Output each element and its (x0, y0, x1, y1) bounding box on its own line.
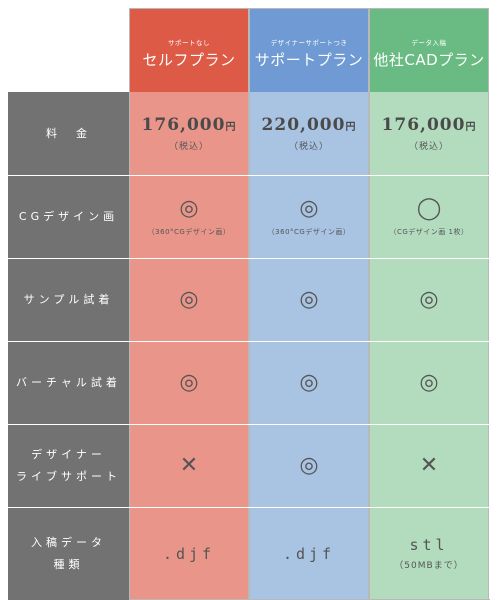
row-divider (8, 424, 490, 425)
virtual-cell-cad: ◎ (369, 341, 489, 424)
double-circle-icon: ◎ (419, 369, 439, 395)
plan-name: サポートプラン (254, 51, 364, 69)
row-divider (8, 341, 490, 342)
row-divider (8, 258, 490, 259)
format-cell-self: .djf (129, 508, 249, 599)
plan-header-self: サポートなし セルフプラン (129, 8, 249, 92)
price-cell-self: 176,000円 （税込） (129, 92, 249, 175)
double-circle-icon: ◎ (299, 195, 319, 221)
row-label-price: 料 金 (46, 126, 91, 140)
cg-cell-support: ◎ （360°CGデザイン画） (249, 175, 369, 258)
price-value: 176,000円 (141, 115, 237, 135)
sample-cell-self: ◎ (129, 258, 249, 341)
cg-cell-cad: ◯ （CGデザイン画 1枚） (369, 175, 489, 258)
price-cell-cad: 176,000円 （税込） (369, 92, 489, 175)
double-circle-icon: ◎ (179, 286, 199, 312)
column-cad-plan (369, 92, 489, 600)
plan-comparison-table: サポートなし セルフプラン デザイナーサポートつき サポートプラン データ入稿 … (8, 8, 490, 600)
designer-cell-self: ✕ (129, 424, 249, 507)
row-label-designer-support: デザイナー ライブサポート (8, 424, 129, 507)
plan-header-support: デザイナーサポートつき サポートプラン (249, 8, 369, 92)
format-cell-cad: stl （50MBまで） (369, 508, 489, 599)
format-value: .djf (282, 544, 336, 563)
header-blank-cell (8, 8, 129, 92)
row-label-line: 入稿データ (31, 535, 106, 549)
double-circle-icon: ◎ (299, 369, 319, 395)
cg-cell-self: ◎ （360°CGデザイン画） (129, 175, 249, 258)
virtual-cell-self: ◎ (129, 341, 249, 424)
row-label-line: デザイナー (31, 447, 106, 461)
format-cell-support: .djf (249, 508, 369, 599)
row-divider (8, 175, 490, 176)
double-circle-icon: ◎ (299, 286, 319, 312)
row-label-virtual-fitting: バーチャル試着 (16, 375, 121, 389)
circle-icon: ◯ (416, 195, 442, 221)
plan-header-cad: データ入稿 他社CADプラン (369, 8, 489, 92)
double-circle-icon: ◎ (179, 195, 199, 221)
tax-note: （税込） (288, 142, 329, 152)
row-label-line: 種類 (53, 557, 84, 571)
double-circle-icon: ◎ (419, 286, 439, 312)
cross-icon: ✕ (179, 452, 199, 478)
designer-cell-support: ◎ (249, 424, 369, 507)
tax-note: （税込） (168, 142, 209, 152)
double-circle-icon: ◎ (179, 369, 199, 395)
format-note: （50MBまで） (394, 561, 464, 571)
row-label-sample-fitting: サンプル試着 (23, 292, 114, 306)
virtual-cell-support: ◎ (249, 341, 369, 424)
cg-note: （CGデザイン画 1枚） (389, 227, 469, 236)
plan-subtitle: データ入稿 (411, 39, 447, 47)
plan-subtitle: デザイナーサポートつき (270, 39, 348, 47)
cross-icon: ✕ (419, 452, 439, 478)
row-label-line: ライブサポート (16, 469, 121, 483)
plan-subtitle: サポートなし (168, 39, 210, 47)
plan-name: セルフプラン (142, 51, 236, 69)
column-support-plan (249, 92, 369, 600)
cg-note: （360°CGデザイン画） (267, 227, 351, 236)
row-label-column (8, 92, 129, 600)
designer-cell-cad: ✕ (369, 424, 489, 507)
format-value: stl (409, 536, 449, 554)
price-cell-support: 220,000円 （税込） (249, 92, 369, 175)
row-label-cg-design: CGデザイン画 (18, 209, 119, 223)
column-self-plan (129, 92, 249, 600)
row-label-data-format: 入稿データ 種類 (8, 508, 129, 599)
price-value: 176,000円 (381, 115, 477, 135)
sample-cell-support: ◎ (249, 258, 369, 341)
tax-note: （税込） (408, 142, 449, 152)
double-circle-icon: ◎ (299, 452, 319, 478)
row-divider (8, 507, 490, 508)
price-value: 220,000円 (261, 115, 357, 135)
cg-note: （360°CGデザイン画） (147, 227, 231, 236)
format-value: .djf (162, 544, 216, 563)
sample-cell-cad: ◎ (369, 258, 489, 341)
plan-name: 他社CADプラン (373, 51, 485, 69)
